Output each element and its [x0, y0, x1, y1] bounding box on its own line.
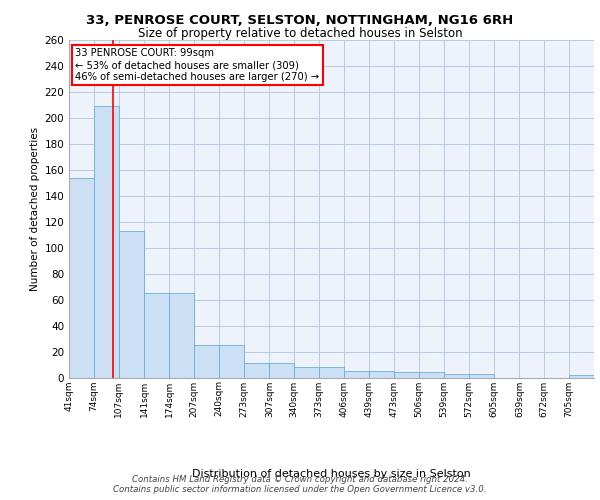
- Bar: [444, 374, 469, 378]
- Text: 33, PENROSE COURT, SELSTON, NOTTINGHAM, NG16 6RH: 33, PENROSE COURT, SELSTON, NOTTINGHAM, …: [86, 14, 514, 27]
- Text: Contains HM Land Registry data © Crown copyright and database right 2024.
Contai: Contains HM Land Registry data © Crown c…: [113, 474, 487, 494]
- Bar: [369, 371, 394, 378]
- X-axis label: Distribution of detached houses by size in Selston: Distribution of detached houses by size …: [192, 470, 471, 480]
- Bar: [219, 345, 244, 378]
- Y-axis label: Number of detached properties: Number of detached properties: [30, 126, 40, 291]
- Bar: [569, 375, 594, 378]
- Bar: [469, 374, 494, 378]
- Bar: [394, 372, 419, 378]
- Bar: [169, 293, 194, 378]
- Bar: [244, 363, 269, 378]
- Text: Size of property relative to detached houses in Selston: Size of property relative to detached ho…: [137, 28, 463, 40]
- Bar: [94, 106, 119, 378]
- Bar: [319, 367, 344, 378]
- Bar: [69, 178, 94, 378]
- Bar: [269, 363, 294, 378]
- Bar: [344, 371, 369, 378]
- Bar: [194, 345, 219, 378]
- Text: 33 PENROSE COURT: 99sqm
← 53% of detached houses are smaller (309)
46% of semi-d: 33 PENROSE COURT: 99sqm ← 53% of detache…: [76, 48, 319, 82]
- Bar: [145, 293, 169, 378]
- Bar: [419, 372, 444, 378]
- Bar: [119, 231, 145, 378]
- Bar: [294, 367, 319, 378]
